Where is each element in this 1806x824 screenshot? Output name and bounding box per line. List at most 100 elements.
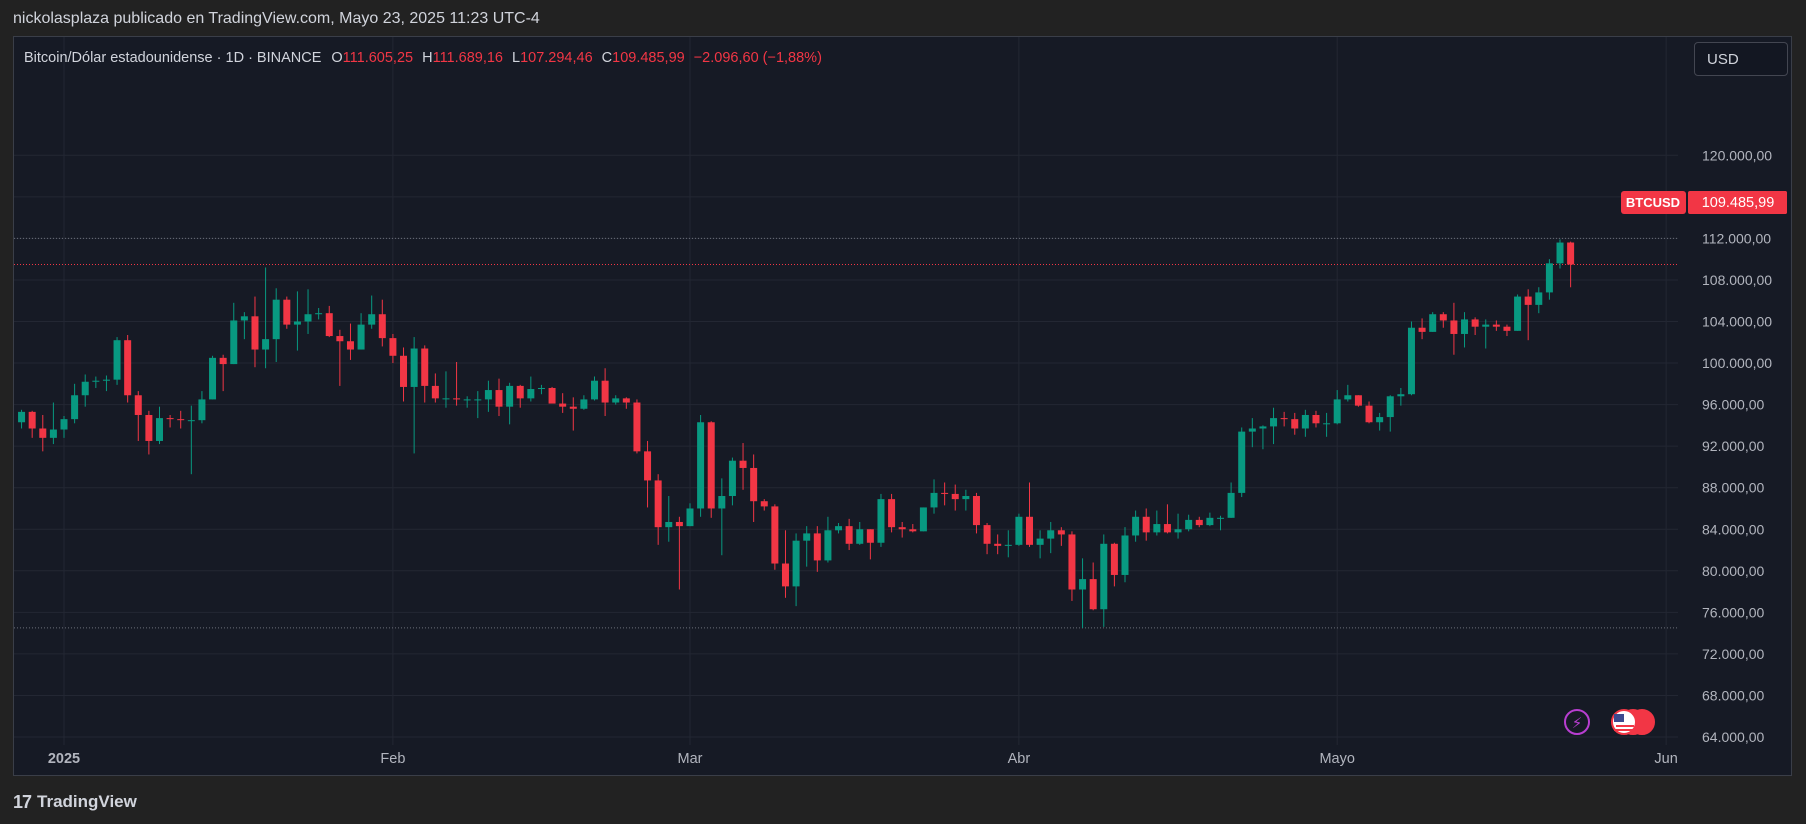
candle — [972, 492, 980, 534]
candle — [166, 414, 174, 428]
candle-body — [835, 526, 843, 531]
price-tick-label: 68.000,00 — [1702, 687, 1764, 703]
candle — [1280, 411, 1288, 427]
candle-body — [1174, 529, 1182, 533]
candle — [1344, 384, 1352, 402]
candle — [739, 443, 747, 490]
candle — [92, 376, 100, 388]
high-label: H — [422, 50, 432, 66]
candle — [1110, 542, 1118, 587]
candle-body — [463, 399, 471, 401]
last-price-label: BTCUSD 109.485,99 — [1621, 191, 1787, 214]
candle-body — [187, 420, 195, 422]
candle-body — [813, 533, 821, 561]
candle-body — [315, 313, 323, 315]
candle-body — [898, 527, 906, 530]
price-axis[interactable]: 120.000,00116.000,00112.000,00108.000,00… — [1702, 147, 1772, 745]
candle-body — [410, 348, 418, 387]
candle — [113, 337, 121, 385]
candle — [633, 399, 641, 454]
candle-body — [888, 499, 896, 528]
candle — [1492, 320, 1500, 331]
candle-body — [1195, 519, 1203, 526]
svg-text:Bitcoin/Dólar estadounidense ·: Bitcoin/Dólar estadounidense · 1D · BINA… — [24, 50, 822, 66]
candle-body — [1312, 414, 1320, 424]
candle-body — [972, 496, 980, 526]
candle — [1386, 395, 1394, 432]
candle-body — [1556, 242, 1564, 264]
candle — [654, 474, 662, 545]
candle — [240, 312, 248, 340]
candle-body — [1121, 535, 1129, 575]
candle-body — [760, 501, 768, 507]
candle-body — [718, 496, 726, 509]
candle — [728, 457, 736, 506]
candle — [686, 503, 694, 527]
currency-button[interactable]: USD — [1694, 42, 1788, 76]
candle-body — [283, 299, 291, 325]
candle — [622, 397, 630, 409]
candle-body — [336, 336, 344, 342]
candle — [1312, 410, 1320, 428]
candle — [1461, 312, 1469, 348]
candle-body — [177, 419, 185, 421]
candle — [124, 335, 132, 403]
candle-body — [166, 418, 174, 420]
candle — [453, 362, 461, 406]
candle-body — [983, 525, 991, 544]
price-tick-label: 100.000,00 — [1702, 355, 1772, 371]
candle — [272, 288, 280, 363]
candle — [930, 479, 938, 514]
candle-body — [792, 540, 800, 587]
candle — [389, 333, 397, 364]
candle — [1121, 527, 1129, 583]
price-tick-label: 112.000,00 — [1702, 230, 1771, 246]
candle — [463, 396, 471, 408]
candle-body — [484, 390, 492, 400]
candle — [1227, 482, 1235, 518]
candle-body — [1545, 263, 1553, 293]
candle-body — [1185, 519, 1193, 530]
candle-body — [941, 492, 949, 494]
tradingview-logo-icon[interactable]: 17 — [13, 791, 32, 812]
candle-body — [230, 320, 238, 365]
brand-name[interactable]: TradingView — [37, 792, 137, 811]
candle-body — [697, 422, 705, 509]
candle — [1535, 287, 1543, 314]
candle-body — [1153, 524, 1161, 533]
candle — [219, 354, 227, 392]
candle — [1163, 504, 1171, 534]
events-icons[interactable]: ⚡ — [1564, 709, 1655, 735]
candle-body — [1057, 530, 1065, 535]
time-axis[interactable]: 2025 Feb Mar Abr Mayo Jun — [48, 751, 1678, 767]
high-value: 111.689,16 — [433, 50, 503, 66]
candle — [537, 384, 545, 395]
candle — [325, 305, 333, 338]
candle-body — [1089, 579, 1097, 610]
candle — [580, 395, 588, 410]
close-label: C — [602, 50, 612, 66]
candle — [431, 373, 439, 403]
candle-body — [1429, 314, 1437, 332]
candle — [230, 302, 238, 365]
candle — [1089, 562, 1097, 611]
candle-body — [1270, 418, 1278, 427]
candle-body — [803, 533, 811, 541]
candle — [1047, 521, 1055, 554]
candle-body — [877, 499, 885, 543]
candle-body — [1079, 579, 1087, 590]
candle-body — [60, 419, 68, 430]
candle-body — [1301, 414, 1309, 429]
candle — [792, 533, 800, 607]
candle — [442, 371, 450, 408]
candle — [548, 386, 556, 404]
candle — [198, 391, 206, 424]
candle-body — [686, 508, 694, 527]
symbol-badge-bg — [1621, 191, 1686, 214]
candle-body — [1535, 292, 1543, 305]
candle-body — [612, 398, 620, 403]
candle — [516, 384, 524, 408]
candle-body — [92, 380, 100, 382]
candle-body — [219, 357, 227, 365]
